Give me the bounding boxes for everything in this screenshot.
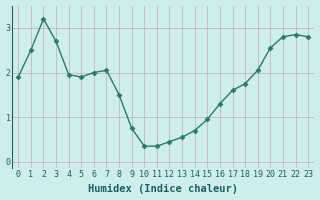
X-axis label: Humidex (Indice chaleur): Humidex (Indice chaleur) bbox=[88, 184, 238, 194]
